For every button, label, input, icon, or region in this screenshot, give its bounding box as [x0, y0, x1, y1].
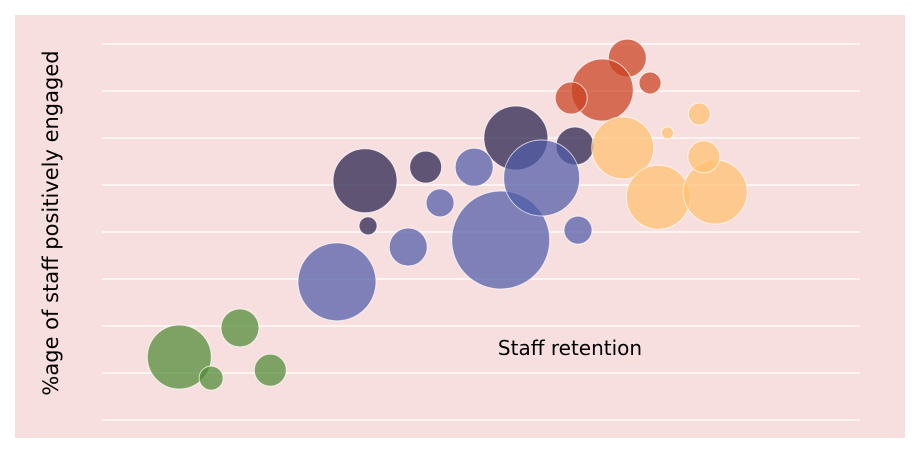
bubble-s5-p3: [682, 159, 748, 225]
bubble-s2-p1: [332, 148, 398, 214]
y-axis-label: %age of staff positively engaged: [39, 50, 63, 395]
bubble-s1-p4: [253, 353, 287, 387]
bubble-s3-p7: [563, 215, 593, 245]
bubble-s3-p4: [454, 147, 494, 187]
bubble-s5-p5: [660, 126, 674, 140]
bubble-s3-p5: [451, 190, 551, 290]
bubble-s2-p2: [358, 216, 378, 236]
bubble-s3-p1: [297, 242, 377, 322]
bubble-s3-p6: [503, 139, 581, 217]
bubble-s4-p4: [638, 71, 662, 95]
annotation-staff-retention: Staff retention: [498, 336, 642, 360]
bubble-s1-p1: [146, 324, 212, 390]
bubble-s5-p6: [687, 140, 721, 174]
bubble-s1-p3: [220, 308, 260, 348]
bubble-s5-p1: [591, 116, 655, 180]
bubble-s5-p2: [625, 164, 691, 230]
bubble-s3-p3: [425, 188, 455, 218]
bubble-s3-p2: [388, 227, 428, 267]
bubble-s1-p2: [198, 365, 224, 391]
bubble-s4-p3: [554, 81, 588, 115]
bubbles: [146, 38, 748, 391]
bubble-s2-p3: [409, 150, 443, 184]
bubble-s5-p4: [687, 102, 711, 126]
